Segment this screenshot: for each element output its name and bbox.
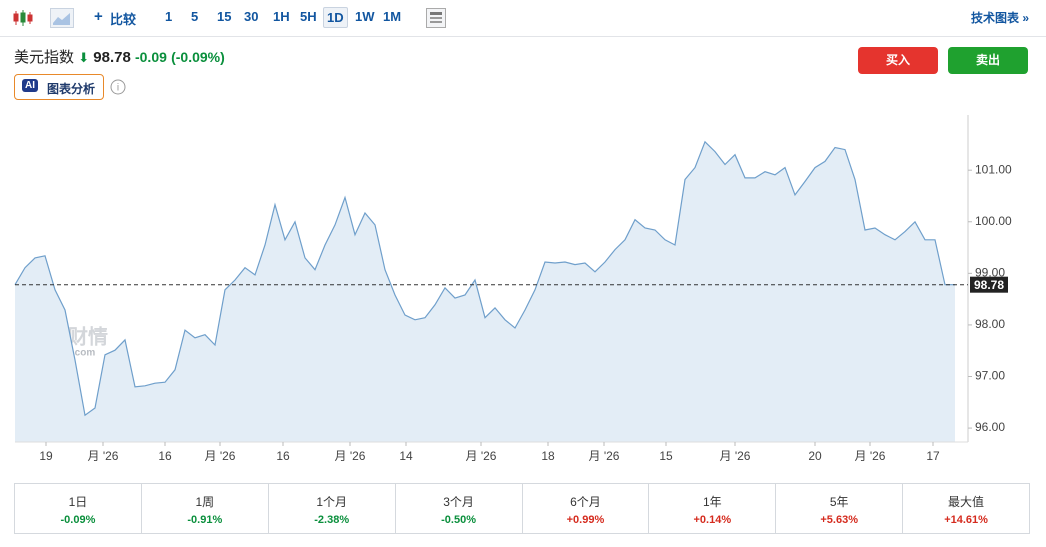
y-tick-label: 100.00 [975, 214, 1012, 228]
interval-button[interactable]: 30 [244, 9, 259, 24]
period-cell[interactable]: 3个月 -0.50% [396, 484, 523, 533]
x-tick-label: 月 '26 [88, 449, 119, 463]
period-label: 1年 [702, 495, 722, 509]
period-label: 3个月 [443, 495, 474, 509]
x-tick-label: 月 '26 [466, 449, 497, 463]
x-tick-label: 16 [158, 449, 172, 463]
down-arrow: ⬇ [78, 50, 90, 65]
last-price-box [970, 276, 1008, 293]
x-tick-label: 17 [926, 449, 940, 463]
header: 美元指数 ⬇ 98.78 -0.09 (-0.09%) [14, 46, 225, 67]
chart: 英为财情Investing.com96.0097.0098.0099.00100… [14, 115, 1012, 463]
instrument-name: 美元指数 [14, 49, 75, 66]
period-label: 5年 [829, 495, 849, 509]
x-tick-label: 月 '26 [335, 449, 366, 463]
period-label: 1日 [68, 495, 88, 509]
compare-button[interactable]: 比较 [110, 12, 137, 27]
ai-button[interactable]: AI 图表分析 [14, 74, 104, 100]
period-table: 1日 -0.09% 1周 -0.91% 1个月 -2.38% 3个月 -0.50% 6个月 +0.… [14, 483, 1030, 534]
interval-button[interactable]: 1H [273, 9, 290, 24]
change: -0.09 [134, 49, 167, 65]
period-cell[interactable]: 5年 +5.63% [776, 484, 904, 533]
period-change: -0.09% [60, 514, 96, 526]
period-change: +5.63% [820, 514, 858, 526]
period-cell[interactable]: 6个月 +0.99% [523, 484, 650, 533]
x-tick-label: 月 '26 [720, 449, 751, 463]
last-price-label: 98.78 [974, 278, 1004, 292]
period-change: +14.61% [944, 514, 988, 526]
interval-button[interactable]: 1M [383, 9, 402, 24]
buy-button[interactable]: 买入 [858, 47, 938, 74]
line [14, 140, 955, 417]
y-tick-label: 99.00 [975, 266, 1005, 280]
period-change: +0.99% [566, 514, 605, 526]
period-label: 1周 [195, 495, 215, 509]
y-tick-label: 96.00 [975, 420, 1005, 434]
interval-button[interactable]: 15 [217, 9, 232, 24]
period-label: 6个月 [570, 495, 601, 509]
change-pct: (-0.09%) [171, 49, 225, 65]
x-tick-label: 16 [276, 449, 290, 463]
period-cell[interactable]: 1年 +0.14% [649, 484, 777, 533]
period-cell[interactable]: 1个月 -2.38% [269, 484, 396, 533]
tech-chart-link[interactable]: 技术图表 » [971, 11, 1030, 25]
period-change: -0.50% [441, 514, 476, 526]
y-tick-label: 97.00 [975, 369, 1005, 383]
plus-icon: + [94, 8, 103, 25]
x-tick-label: 20 [808, 449, 822, 463]
layout-icon[interactable] [426, 8, 446, 28]
interval-button[interactable]: 1D [323, 7, 348, 28]
x-tick-label: 14 [399, 449, 413, 463]
x-tick-label: 月 '26 [855, 449, 886, 463]
price: 98.78 [93, 49, 131, 66]
interval-button[interactable]: 1W [355, 9, 375, 24]
interval-button[interactable]: 1 [165, 9, 173, 24]
period-change: -0.91% [187, 514, 223, 526]
candle-icon[interactable] [12, 9, 34, 27]
toolbar: + 比较 1 5 15 30 1H 5H 1D 1W 1M 技术图表 » [0, 0, 1046, 37]
period-cell[interactable]: 最大值 +14.61% [903, 484, 1029, 533]
x-tick-label: 19 [39, 449, 53, 463]
x-tick-label: 月 '26 [205, 449, 236, 463]
interval-button[interactable]: 5H [300, 9, 317, 24]
period-label: 1个月 [316, 495, 348, 509]
ai-badge: AI [22, 79, 38, 92]
x-tick-label: 15 [659, 449, 673, 463]
y-tick-label: 98.00 [975, 317, 1005, 331]
y-tick-label: 101.00 [975, 162, 1012, 176]
x-tick-label: 18 [541, 449, 555, 463]
period-cell[interactable]: 1日 -0.09% [15, 484, 142, 533]
info-icon[interactable]: i [110, 79, 126, 95]
interval-button[interactable]: 5 [191, 9, 199, 24]
area [15, 141, 955, 443]
x-tick-label: 月 '26 [589, 449, 620, 463]
svg-text:i: i [117, 83, 119, 94]
period-change: +0.14% [693, 514, 732, 526]
area-icon[interactable] [50, 8, 74, 28]
period-cell[interactable]: 1周 -0.91% [142, 484, 269, 533]
sell-button[interactable]: 卖出 [948, 47, 1028, 74]
ai-label: 图表分析 [47, 82, 96, 96]
period-change: -2.38% [314, 514, 350, 526]
period-label: 最大值 [948, 495, 985, 509]
